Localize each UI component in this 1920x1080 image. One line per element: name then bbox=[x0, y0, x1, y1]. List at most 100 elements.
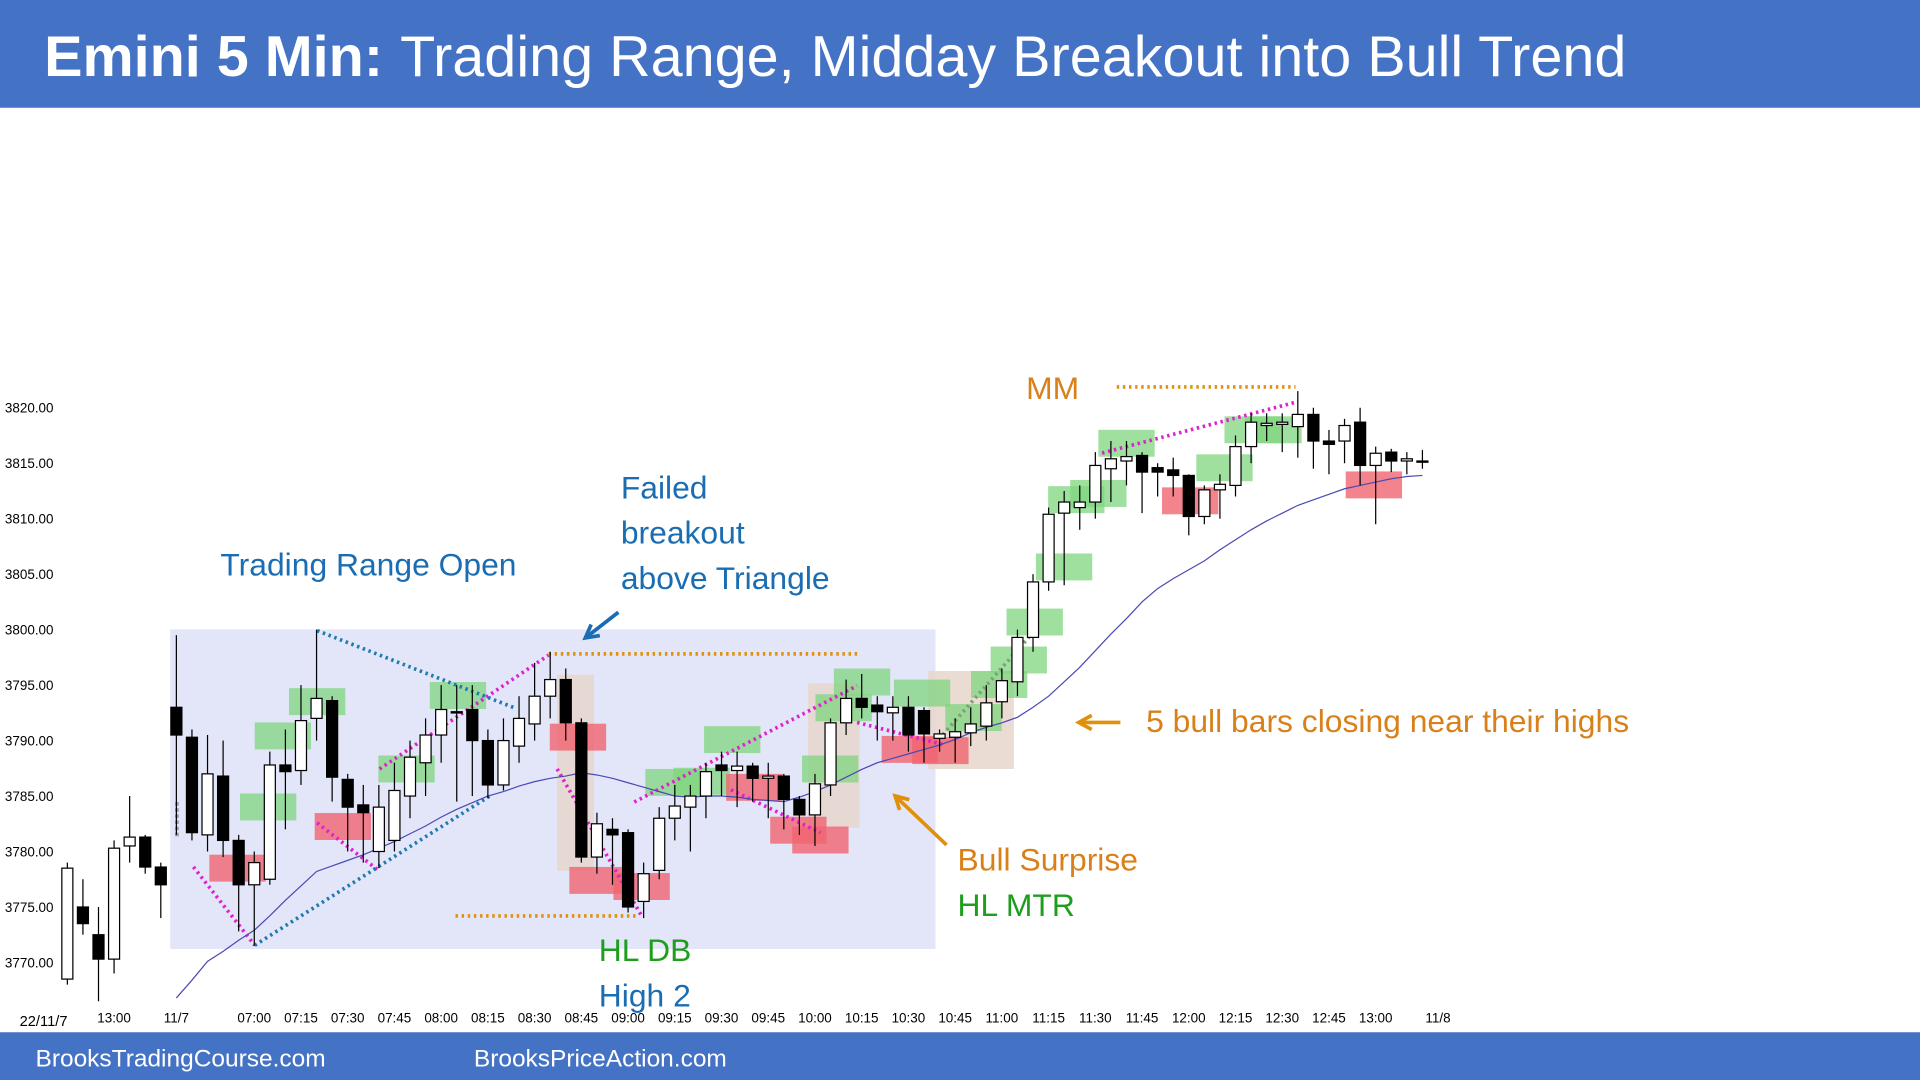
y-tick-label: 3795.00 bbox=[5, 678, 54, 693]
x-tick-label: 12:30 bbox=[1265, 1010, 1299, 1025]
candle-body bbox=[1026, 581, 1040, 639]
y-tick-label: 3785.00 bbox=[5, 789, 54, 804]
x-tick-label: 12:00 bbox=[1172, 1010, 1206, 1025]
bull-box bbox=[704, 726, 761, 754]
candle-body bbox=[590, 823, 604, 858]
x-tick-label: 12:45 bbox=[1312, 1010, 1346, 1025]
x-tick-label: 11:15 bbox=[1032, 1010, 1065, 1025]
annotation: above Triangle bbox=[621, 560, 830, 596]
candle-body bbox=[1011, 636, 1024, 683]
candle-body bbox=[871, 704, 884, 713]
x-tick-label: 07:15 bbox=[284, 1010, 318, 1025]
candle-body bbox=[855, 697, 868, 708]
x-tick-label: 08:00 bbox=[424, 1010, 458, 1025]
candle-body bbox=[326, 700, 339, 778]
candle-body bbox=[1385, 451, 1398, 462]
x-tick-label: 07:00 bbox=[237, 1010, 271, 1025]
arrow-head bbox=[892, 793, 910, 811]
x-tick-label: 10:00 bbox=[798, 1010, 832, 1025]
x-tick-label: 10:30 bbox=[892, 1010, 926, 1025]
arrow bbox=[893, 794, 948, 847]
candle-body bbox=[1135, 454, 1149, 473]
candle-body bbox=[730, 765, 744, 772]
candle-body bbox=[139, 836, 152, 868]
candle-body bbox=[1042, 513, 1055, 583]
candle-body bbox=[263, 764, 276, 880]
annotation-shapes bbox=[170, 385, 1403, 949]
x-tick-label: 10:45 bbox=[938, 1010, 972, 1025]
x-tick-label: 08:30 bbox=[518, 1010, 552, 1025]
candle-body bbox=[746, 765, 759, 779]
x-tick-label: 09:15 bbox=[658, 1010, 692, 1025]
candle-body bbox=[1244, 421, 1258, 448]
trend-line bbox=[730, 788, 822, 835]
trend-line bbox=[856, 720, 944, 747]
candle-body bbox=[917, 710, 931, 735]
candle-body bbox=[1291, 413, 1304, 428]
arrow-head bbox=[1074, 713, 1093, 732]
candle-body bbox=[294, 719, 308, 772]
candle-body bbox=[1276, 421, 1289, 426]
candle-body bbox=[512, 717, 526, 747]
annotation: High 2 bbox=[599, 978, 691, 1014]
x-tick-label: 08:15 bbox=[471, 1010, 505, 1025]
candle-body bbox=[699, 771, 713, 797]
candle-body bbox=[1369, 452, 1382, 467]
candle-body bbox=[279, 764, 292, 773]
candle-body bbox=[107, 847, 121, 960]
x-tick-label: 07:45 bbox=[378, 1010, 412, 1025]
footer-link: BrooksTradingCourse.com bbox=[36, 1046, 326, 1073]
x-tick-label: 10:15 bbox=[845, 1010, 879, 1025]
candle-body bbox=[481, 739, 495, 786]
candle-body bbox=[1322, 440, 1336, 445]
header-text: Trading Range, Midday Breakout into Bull… bbox=[400, 25, 1626, 89]
x-tick-label: 13:00 bbox=[1359, 1010, 1393, 1025]
candle-body bbox=[637, 873, 650, 903]
bull-box bbox=[893, 679, 951, 707]
annotation: Trading Range Open bbox=[220, 547, 516, 583]
x-tick-label: 07:30 bbox=[331, 1010, 365, 1025]
candle-body bbox=[1151, 467, 1164, 473]
candle-body bbox=[248, 861, 261, 886]
x-tick-label: 11:45 bbox=[1126, 1010, 1159, 1025]
candle-body bbox=[1213, 483, 1227, 491]
candle-body bbox=[92, 934, 105, 960]
candle-body bbox=[1400, 458, 1413, 462]
bear-box bbox=[1345, 471, 1403, 499]
candle-body bbox=[1058, 501, 1071, 514]
x-tick-label: 11/7 bbox=[164, 1010, 189, 1025]
candle-body bbox=[357, 804, 370, 814]
candle-body bbox=[777, 775, 790, 800]
triangle-line bbox=[316, 628, 515, 710]
annotation: breakout bbox=[621, 515, 745, 551]
candle-body bbox=[1198, 489, 1211, 518]
candle-body bbox=[1260, 422, 1273, 427]
annotation: 5 bull bars closing near their highs bbox=[1146, 703, 1629, 739]
annotation: Failed bbox=[621, 469, 708, 505]
bull-box bbox=[1196, 454, 1253, 482]
candle-body bbox=[824, 722, 837, 786]
candle-body bbox=[606, 828, 619, 836]
header-label: Emini 5 Min: bbox=[44, 25, 383, 89]
candle-body bbox=[1307, 413, 1320, 442]
candle-body bbox=[762, 775, 775, 779]
y-tick-label: 3800.00 bbox=[5, 623, 54, 638]
candle-body bbox=[544, 678, 557, 697]
plot: 3770.00 3775.00 3780.00 3785.00 3790.00 3795.… bbox=[5, 370, 1629, 1025]
candle-body bbox=[1338, 424, 1351, 442]
candle-body bbox=[123, 836, 136, 847]
y-tick-label: 3805.00 bbox=[5, 567, 54, 582]
bear-box bbox=[792, 826, 849, 854]
candle-body bbox=[684, 795, 697, 808]
arrow-head bbox=[582, 623, 601, 641]
candle-body bbox=[793, 798, 806, 816]
annotation: MM bbox=[1026, 370, 1079, 406]
trend-line bbox=[941, 629, 1037, 736]
candle-body bbox=[403, 756, 417, 797]
y-tick-label: 3790.00 bbox=[5, 733, 54, 748]
candle-body bbox=[450, 711, 463, 714]
candle-body bbox=[388, 789, 401, 842]
x-tick-label: 11:30 bbox=[1079, 1010, 1112, 1025]
annotation: HL DB bbox=[599, 932, 692, 968]
